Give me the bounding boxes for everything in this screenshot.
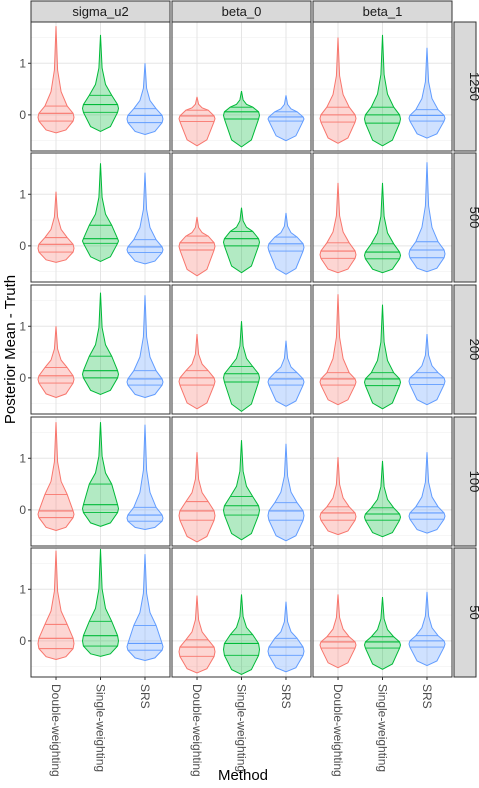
y-axis-title: Posterior Mean - Truth (2, 275, 19, 424)
panel-border (171, 416, 312, 547)
violin-single-weighting (81, 548, 120, 657)
y-tick-label: 1 (19, 451, 26, 465)
y-tick-label: 1 (19, 582, 26, 596)
violin-srs (267, 443, 305, 542)
panel-border (171, 284, 312, 415)
x-tick-label-single-weighting: Single-weighting (376, 684, 390, 772)
x-tick-label-srs: SRS (138, 684, 152, 709)
violin-double-weighting (319, 182, 357, 274)
x-tick-label-single-weighting: Single-weighting (94, 684, 108, 772)
violin-srs (408, 162, 446, 273)
violin-single-weighting (81, 163, 120, 262)
violin-single-weighting (363, 596, 402, 670)
violin-srs (126, 172, 164, 265)
facet-label-beta-0: beta_0 (222, 4, 262, 19)
facet-label-100: 100 (467, 471, 479, 493)
y-tick-label: 1 (19, 319, 26, 333)
panel-border (312, 416, 453, 547)
violin-single-weighting (363, 460, 402, 538)
facet-label-500: 500 (467, 207, 479, 229)
panel-beta-1-200 (312, 284, 453, 415)
violin-srs (267, 601, 305, 673)
facet-label-50: 50 (467, 605, 479, 619)
violin-srs (126, 424, 164, 531)
facet-label-200: 200 (467, 339, 479, 361)
x-tick-label-double-weighting: Double-weighting (331, 684, 345, 777)
violin-srs (126, 554, 164, 662)
panel-sigma-u2-50 (30, 547, 171, 678)
y-tick-label: 0 (19, 108, 26, 122)
panel-border (312, 152, 453, 283)
violin-single-weighting (81, 34, 120, 132)
x-tick-label-srs: SRS (420, 684, 434, 709)
y-tick-label: 1 (19, 187, 26, 201)
panel-beta-0-500 (171, 152, 312, 283)
violin-srs (126, 63, 164, 136)
facet-label-sigma-u2: sigma_u2 (72, 4, 128, 19)
violin-single-weighting (81, 292, 120, 395)
y-tick-label: 0 (19, 239, 26, 253)
violin-double-weighting (178, 595, 216, 674)
panel-beta-0-1250 (171, 21, 312, 152)
x-tick-label-srs: SRS (279, 684, 293, 709)
facet-label-1250: 1250 (467, 72, 479, 101)
panel-border (30, 152, 171, 283)
panel-beta-0-200 (171, 284, 312, 415)
panel-border (30, 284, 171, 415)
violin-single-weighting (81, 422, 120, 527)
y-tick-label: 0 (19, 503, 26, 517)
violin-double-weighting (178, 216, 216, 277)
violin-single-weighting (363, 304, 402, 410)
y-tick-label: 0 (19, 634, 26, 648)
panel-beta-1-50 (312, 547, 453, 678)
violin-single-weighting (363, 34, 402, 147)
violin-double-weighting (319, 294, 357, 406)
violin-srs (267, 95, 305, 142)
panel-sigma-u2-1250 (30, 21, 171, 152)
panel-sigma-u2-100 (30, 416, 171, 547)
panel-beta-0-100 (171, 416, 312, 547)
panel-border (171, 21, 312, 152)
violin-double-weighting (178, 333, 216, 410)
panel-beta-1-100 (312, 416, 453, 547)
facet-strip-500 (453, 152, 477, 283)
facet-label-beta-1: beta_1 (363, 4, 403, 19)
facet-strip-50 (453, 547, 477, 678)
panel-beta-0-50 (171, 547, 312, 678)
violin-double-weighting (178, 452, 216, 543)
facet-strip-200 (453, 284, 477, 415)
panel-border (171, 152, 312, 283)
panel-border (30, 416, 171, 547)
panel-beta-1-500 (312, 152, 453, 283)
violin-double-weighting (37, 326, 75, 399)
violin-double-weighting (319, 594, 357, 669)
violin-single-weighting (222, 207, 261, 274)
panel-border (312, 284, 453, 415)
y-tick-label: 1 (19, 56, 26, 70)
x-tick-label-double-weighting: Double-weighting (49, 684, 63, 777)
violin-double-weighting (37, 550, 75, 661)
x-tick-label-single-weighting: Single-weighting (235, 684, 249, 772)
x-axis-title: Method (218, 767, 268, 784)
panel-sigma-u2-500 (30, 152, 171, 283)
panel-sigma-u2-200 (30, 284, 171, 415)
violin-double-weighting (319, 457, 357, 536)
violin-single-weighting (363, 182, 402, 274)
violin-srs (408, 333, 446, 406)
x-tick-label-double-weighting: Double-weighting (190, 684, 204, 777)
y-tick-label: 0 (19, 371, 26, 385)
violin-srs (126, 295, 164, 399)
facet-strip-100 (453, 416, 477, 547)
panel-beta-1-1250 (312, 21, 453, 152)
panel-border (30, 21, 171, 152)
violin-srs (267, 340, 305, 407)
violin-double-weighting (37, 422, 75, 532)
violin-double-weighting (319, 37, 357, 144)
facet-strip-1250 (453, 21, 477, 152)
panel-border (312, 21, 453, 152)
